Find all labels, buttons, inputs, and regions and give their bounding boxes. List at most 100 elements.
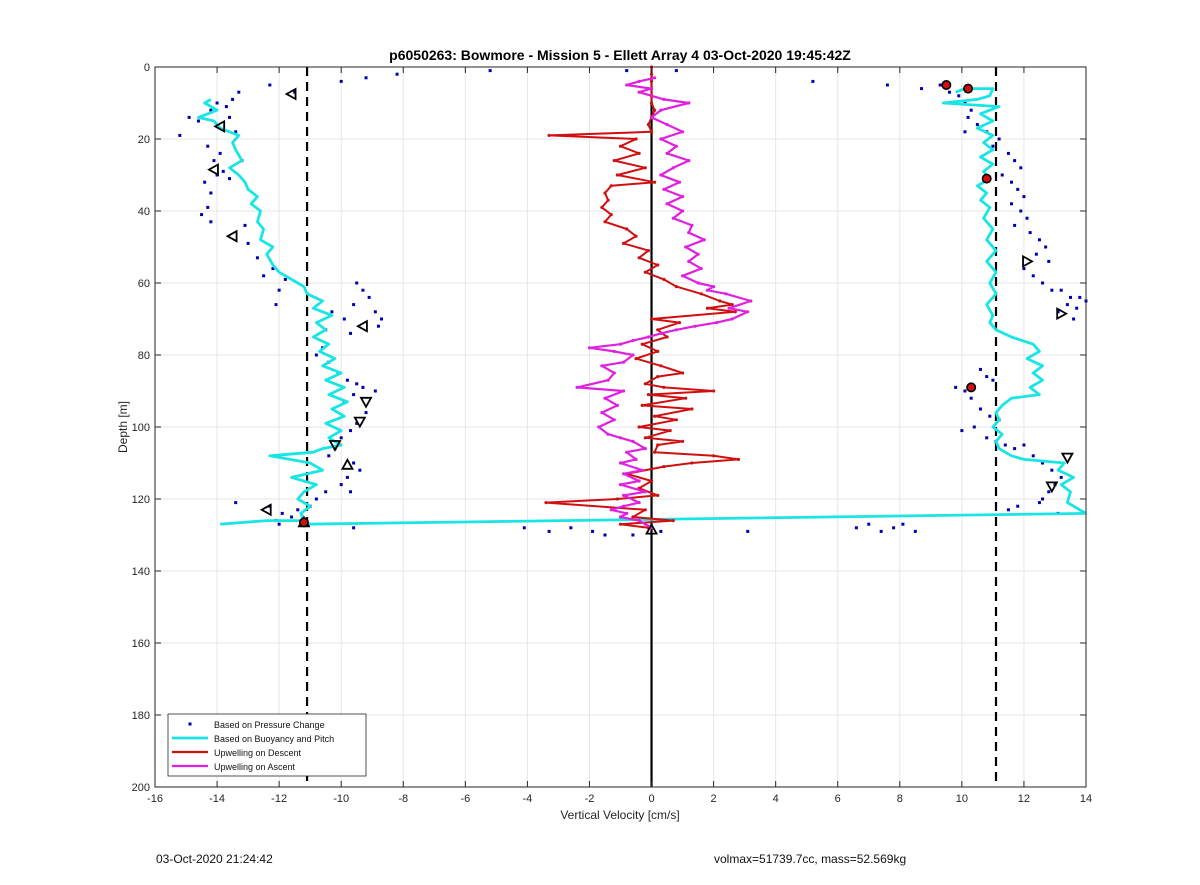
pressure-change-point [277, 288, 281, 292]
triangle-up-marker [340, 457, 354, 470]
pressure-change-point [960, 429, 964, 433]
axis-ticks: -16 -14 -12 -10 -8 -6 -4 -2 0 2 4 6 8 10 12 14020406080… [132, 62, 1092, 805]
series-upwelling-on-descent [544, 65, 741, 530]
x-tick-label: 14 [1080, 793, 1092, 805]
pressure-change-point [1037, 238, 1041, 242]
series-vertex-upwelling-on-descent [618, 144, 623, 148]
pressure-change-point [1010, 202, 1014, 206]
series-vertex-upwelling-on-descent [637, 151, 641, 155]
pressure-change-point [209, 191, 213, 195]
pressure-change-point [1006, 508, 1010, 512]
pressure-change-point [314, 497, 318, 501]
pressure-change-point [277, 522, 281, 526]
series-vertex-upwelling-on-ascent [606, 432, 610, 436]
series-vertex-upwelling-on-ascent [730, 317, 734, 321]
series-vertex-upwelling-on-ascent [696, 281, 700, 285]
y-tick-label: 180 [132, 710, 150, 722]
x-tick-label: -16 [147, 793, 163, 805]
x-tick-label: -14 [209, 793, 225, 805]
series-vertex-upwelling-on-ascent [653, 76, 657, 80]
data-series [178, 65, 1088, 537]
pressure-change-point [1028, 231, 1032, 235]
pressure-change-point [988, 414, 992, 418]
y-tick-label: 40 [138, 206, 150, 218]
pressure-change-point [978, 367, 982, 371]
series-vertex-upwelling-on-descent [653, 108, 657, 112]
pressure-change-point [227, 115, 231, 119]
reference-lines [305, 67, 998, 787]
pressure-change-point [200, 213, 204, 217]
data-markers [207, 80, 1074, 535]
series-vertex-upwelling-on-descent [649, 130, 654, 134]
pressure-change-point [1065, 303, 1069, 307]
pressure-change-point [221, 169, 225, 173]
series-vertex-upwelling-on-ascent [587, 346, 592, 350]
y-tick-label: 20 [138, 134, 150, 146]
series-vertex-upwelling-on-descent [736, 457, 741, 461]
series-vertex-upwelling-on-descent [643, 382, 647, 386]
series-vertex-upwelling-on-descent [547, 133, 551, 137]
series-vertex-upwelling-on-descent [730, 303, 734, 307]
legend: Based on Pressure Change Based on Buoyan… [167, 713, 367, 777]
pressure-change-point [1044, 245, 1048, 249]
series-vertex-upwelling-on-ascent [724, 292, 728, 296]
series-vertex-upwelling-on-descent [712, 389, 716, 393]
x-tick-label: 2 [711, 793, 717, 805]
series-vertex-upwelling-on-ascent [600, 411, 604, 415]
y-axis-label: Depth [m] [116, 401, 130, 453]
series-vertex-upwelling-on-ascent [637, 501, 641, 505]
series-vertex-upwelling-on-ascent [687, 231, 691, 235]
series-vertex-upwelling-on-ascent [643, 522, 647, 526]
pressure-change-point [196, 119, 200, 123]
series-vertex-upwelling-on-descent [649, 101, 654, 105]
pressure-change-point [1000, 173, 1004, 177]
pressure-change-point [349, 331, 353, 335]
series-vertex-upwelling-on-descent [733, 310, 737, 314]
pressure-change-point [203, 180, 207, 184]
series-vertex-upwelling-on-ascent [677, 180, 682, 184]
pressure-change-point [314, 353, 318, 357]
pressure-change-point [1031, 454, 1035, 458]
triangle-right-marker [1022, 254, 1034, 268]
x-tick-label: -12 [271, 793, 287, 805]
series-vertex-upwelling-on-ascent [659, 108, 663, 112]
series-vertex-upwelling-on-descent [684, 396, 688, 400]
pressure-change-point [283, 277, 287, 281]
triangle-left-marker [356, 319, 368, 333]
series-vertex-upwelling-on-descent [544, 501, 548, 505]
series-vertex-upwelling-on-descent [646, 249, 651, 253]
series-vertex-upwelling-on-ascent [646, 335, 651, 339]
series-vertex-upwelling-on-ascent [649, 115, 654, 119]
y-tick-label: 200 [132, 782, 150, 794]
pressure-change-point [985, 375, 989, 379]
series-vertex-upwelling-on-descent [653, 450, 657, 454]
series-vertex-upwelling-on-ascent [618, 342, 623, 346]
triangle-down-marker [1060, 452, 1074, 465]
pressure-change-point [963, 389, 967, 393]
pressure-change-point [290, 515, 294, 519]
series-vertex-upwelling-on-ascent [612, 418, 616, 422]
triangle-up-marker [645, 522, 659, 535]
x-tick-label: -6 [460, 793, 470, 805]
series-line-based-on-buoyancy-and-pitch [197, 98, 349, 526]
series-vertex-upwelling-on-descent [637, 425, 641, 429]
series-vertex-upwelling-on-descent [634, 234, 638, 238]
pressure-change-point [352, 526, 356, 530]
pressure-change-point [395, 72, 399, 76]
series-vertex-upwelling-on-descent [606, 198, 610, 202]
series-vertex-upwelling-on-descent [603, 220, 607, 224]
series-vertex-upwelling-on-ascent [618, 515, 623, 519]
triangle-left-marker [213, 119, 226, 133]
pressure-change-point [957, 94, 961, 98]
series-vertex-upwelling-on-descent [646, 123, 651, 127]
pressure-change-point [547, 529, 551, 533]
series-vertex-upwelling-on-ascent [637, 519, 641, 523]
triangle-down-marker [359, 396, 373, 409]
series-vertex-upwelling-on-descent [643, 436, 647, 440]
pressure-change-point [227, 177, 231, 181]
pressure-change-point [811, 79, 815, 83]
series-vertex-upwelling-on-descent [653, 414, 657, 418]
pressure-change-point [352, 393, 356, 397]
y-tick-label: 80 [138, 350, 150, 362]
series-vertex-upwelling-on-ascent [640, 468, 644, 472]
